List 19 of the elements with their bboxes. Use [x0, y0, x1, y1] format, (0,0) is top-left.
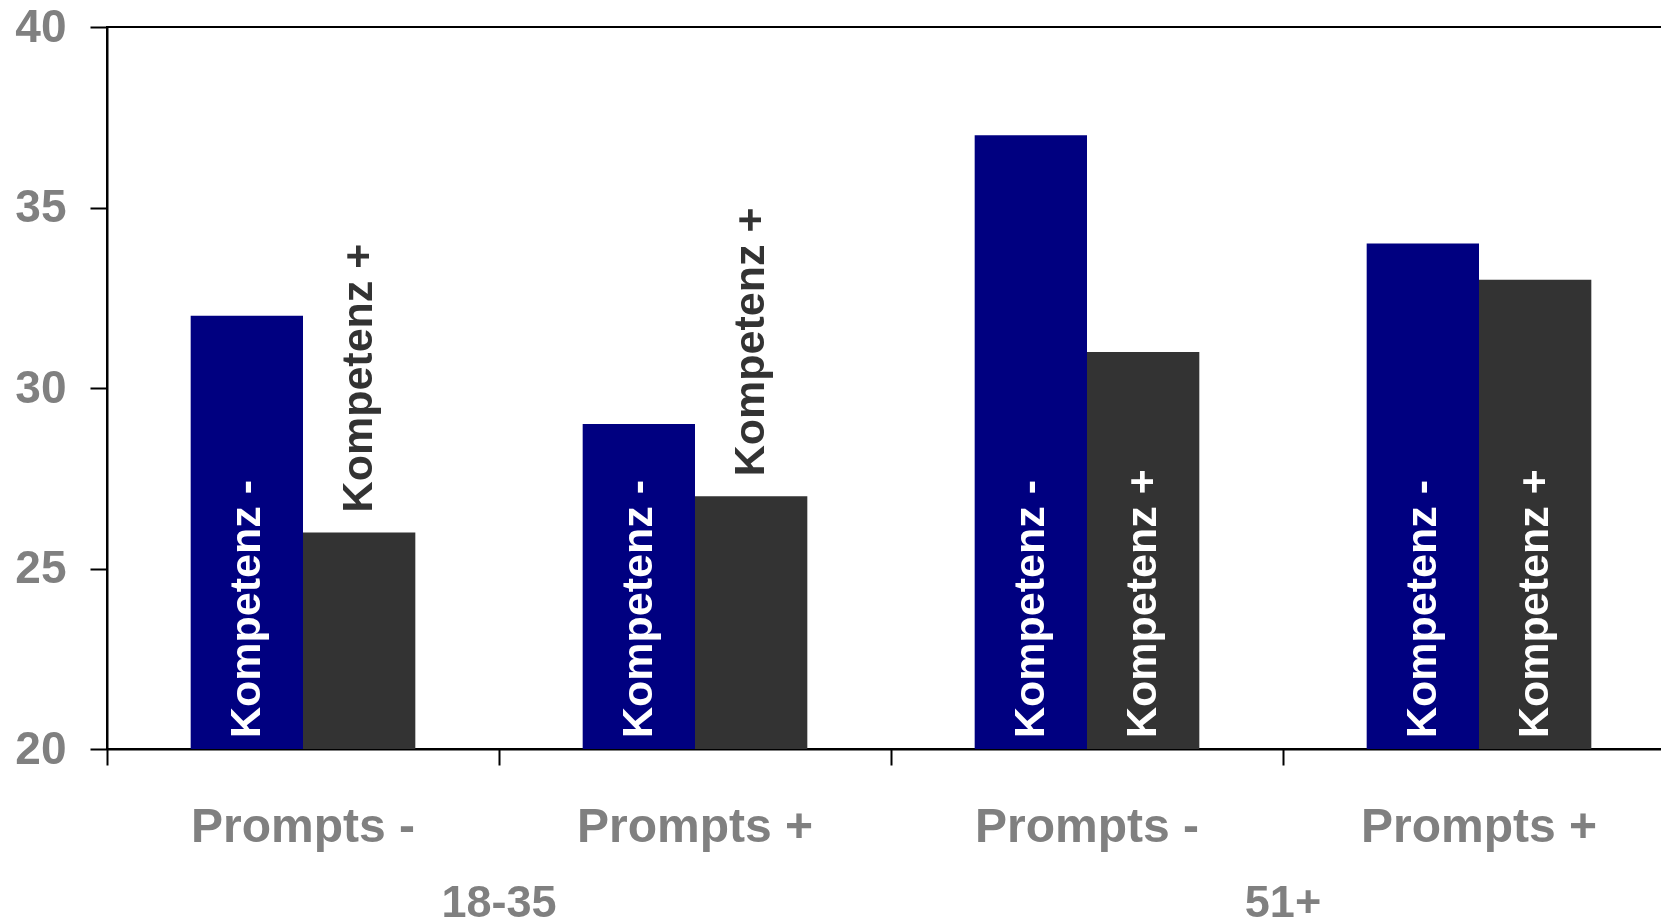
- text: 18-35: [441, 876, 557, 924]
- text: Kompetenz -: [612, 480, 661, 738]
- series-label: Kompetenz +: [1117, 469, 1166, 738]
- x-tick-label: Prompts -: [974, 798, 1200, 852]
- y-tick-label: 35: [15, 180, 67, 232]
- y-tick-label: 20: [15, 721, 67, 774]
- text: 51+: [1244, 876, 1322, 924]
- y-tick-label: 25: [15, 541, 67, 593]
- y-tick-label: 40: [15, 0, 67, 52]
- x-tick-label: Prompts -: [190, 798, 416, 852]
- text: Kompetenz +: [333, 243, 382, 513]
- text: Kompetenz +: [725, 207, 774, 477]
- x-tick-label: Prompts +: [576, 798, 814, 852]
- x-tick-label: Prompts +: [1360, 798, 1598, 852]
- text: Kompetenz -: [1396, 480, 1445, 738]
- text: Kompetenz -: [1004, 480, 1053, 738]
- text: Kompetenz +: [1509, 469, 1558, 738]
- series-label: Kompetenz -: [220, 480, 269, 738]
- y-tick-label: 30: [15, 360, 67, 413]
